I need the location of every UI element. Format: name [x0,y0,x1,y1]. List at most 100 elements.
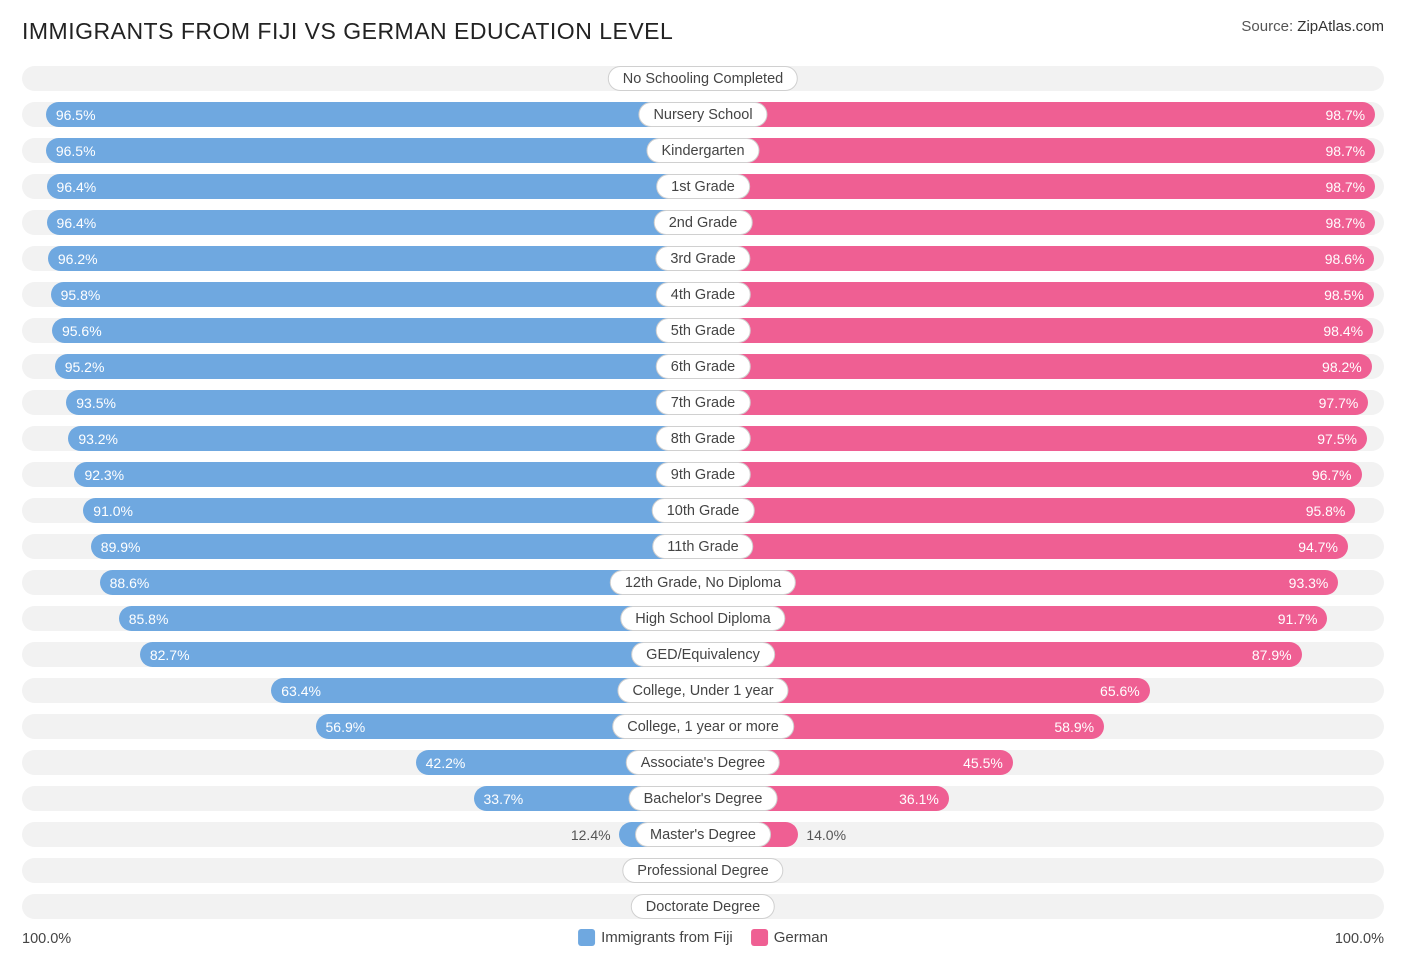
category-label: Kindergarten [646,138,759,163]
category-label: 12th Grade, No Diploma [610,570,796,595]
bar-right: 87.9% [703,642,1302,667]
category-label: 7th Grade [656,390,751,415]
chart-row: 89.9% 94.7% 11th Grade [22,531,1384,562]
chart-row: 12.4% 14.0% Master's Degree [22,819,1384,850]
chart-row: 3.5%1.4%No Schooling Completed [22,63,1384,94]
bar-right: 98.7% [703,138,1375,163]
bar-right-value: 94.7% [1298,539,1338,555]
bar-right: 94.7% [703,534,1348,559]
axis-left-max: 100.0% [22,931,71,947]
bar-right-value: 45.5% [963,755,1003,771]
track-right [703,858,1384,883]
track-left [22,66,703,91]
chart-header: IMMIGRANTS FROM FIJI VS GERMAN EDUCATION… [22,18,1384,45]
bar-right-value: 98.4% [1323,323,1363,339]
bar-right-value: 96.7% [1312,467,1352,483]
chart-footer: 100.0% Immigrants from Fiji German 100.0… [22,927,1384,955]
category-label: 5th Grade [656,318,751,343]
legend-label-right: German [774,929,828,946]
chart-row: 63.4%65.6%College, Under 1 year [22,675,1384,706]
bar-left: 89.9% [91,534,703,559]
category-label: GED/Equivalency [631,642,775,667]
bar-left: 85.8% [119,606,703,631]
bar-left-value: 95.6% [62,323,102,339]
bar-right-value: 65.6% [1100,683,1140,699]
category-label: 9th Grade [656,462,751,487]
bar-right: 97.7% [703,390,1368,415]
bar-left: 96.4% [47,174,703,199]
bar-left: 96.4% [47,210,703,235]
chart-row: 42.2%45.5%Associate's Degree [22,747,1384,778]
bar-right-value: 97.7% [1319,395,1359,411]
bar-right: 98.6% [703,246,1374,271]
category-label: Nursery School [638,102,767,127]
chart-row: 95.8% 98.5% 4th Grade [22,279,1384,310]
bar-left-value: 42.2% [426,755,466,771]
chart-row: 93.5% 97.7% 7th Grade [22,387,1384,418]
track-left [22,894,703,919]
bar-right-value: 98.6% [1325,251,1365,267]
bar-left-value: 92.3% [84,467,124,483]
bar-left-value: 96.4% [57,215,97,231]
bar-left-value: 96.2% [58,251,98,267]
bar-right-value: 98.7% [1325,107,1365,123]
bar-left-value: 82.7% [150,647,190,663]
bar-left-value: 93.2% [78,431,118,447]
category-label: 8th Grade [656,426,751,451]
legend: Immigrants from Fiji German [578,929,828,946]
bar-left: 95.6% [52,318,703,343]
bar-right: 98.7% [703,174,1375,199]
source-value: ZipAtlas.com [1297,18,1384,35]
bar-right-value: 36.1% [899,791,939,807]
bar-right: 93.3% [703,570,1338,595]
category-label: 2nd Grade [654,210,753,235]
bar-right: 98.7% [703,210,1375,235]
axis-right-max: 100.0% [1335,931,1384,947]
track-right [703,894,1384,919]
bar-left: 96.2% [48,246,703,271]
bar-left: 92.3% [74,462,703,487]
category-label: Doctorate Degree [631,894,775,919]
chart-row: 91.0%95.8%10th Grade [22,495,1384,526]
category-label: 11th Grade [652,534,753,559]
category-label: Master's Degree [635,822,771,847]
bar-right: 95.8% [703,498,1355,523]
bar-right-value: 97.5% [1317,431,1357,447]
category-label: 6th Grade [656,354,751,379]
chart-row: 95.2% 98.2% 6th Grade [22,351,1384,382]
bar-right-value: 98.7% [1325,143,1365,159]
category-label: 4th Grade [656,282,751,307]
bar-left-value: 95.8% [61,287,101,303]
bar-right-value: 98.7% [1325,215,1365,231]
bar-left: 95.8% [51,282,703,307]
category-label: Bachelor's Degree [629,786,778,811]
bar-left-value: 12.4% [571,822,617,847]
legend-label-left: Immigrants from Fiji [601,929,733,946]
chart-source: Source: ZipAtlas.com [1241,18,1384,35]
legend-swatch-right [751,929,768,946]
chart-row: 96.5% 98.7% Nursery School [22,99,1384,130]
bar-right-value: 98.7% [1325,179,1365,195]
bar-left: 93.2% [68,426,703,451]
bar-left-value: 93.5% [76,395,116,411]
bar-right-value: 98.5% [1324,287,1364,303]
legend-item-right: German [751,929,828,946]
bar-left-value: 85.8% [129,611,169,627]
bar-left-value: 95.2% [65,359,105,375]
bar-right-value: 87.9% [1252,647,1292,663]
chart-row: 96.4% 98.7% 2nd Grade [22,207,1384,238]
bar-right-value: 98.2% [1322,359,1362,375]
bar-left-value: 96.5% [56,143,96,159]
bar-right: 98.5% [703,282,1374,307]
bar-left: 96.5% [46,102,703,127]
category-label: 10th Grade [652,498,755,523]
chart-row: 85.8%91.7%High School Diploma [22,603,1384,634]
bar-left-value: 56.9% [326,719,366,735]
bar-right-value: 14.0% [800,822,846,847]
chart-row: 96.2%98.6%3rd Grade [22,243,1384,274]
bar-right: 91.7% [703,606,1327,631]
category-label: No Schooling Completed [608,66,798,91]
source-label: Source: [1241,18,1293,35]
legend-item-left: Immigrants from Fiji [578,929,733,946]
bar-left: 95.2% [55,354,703,379]
